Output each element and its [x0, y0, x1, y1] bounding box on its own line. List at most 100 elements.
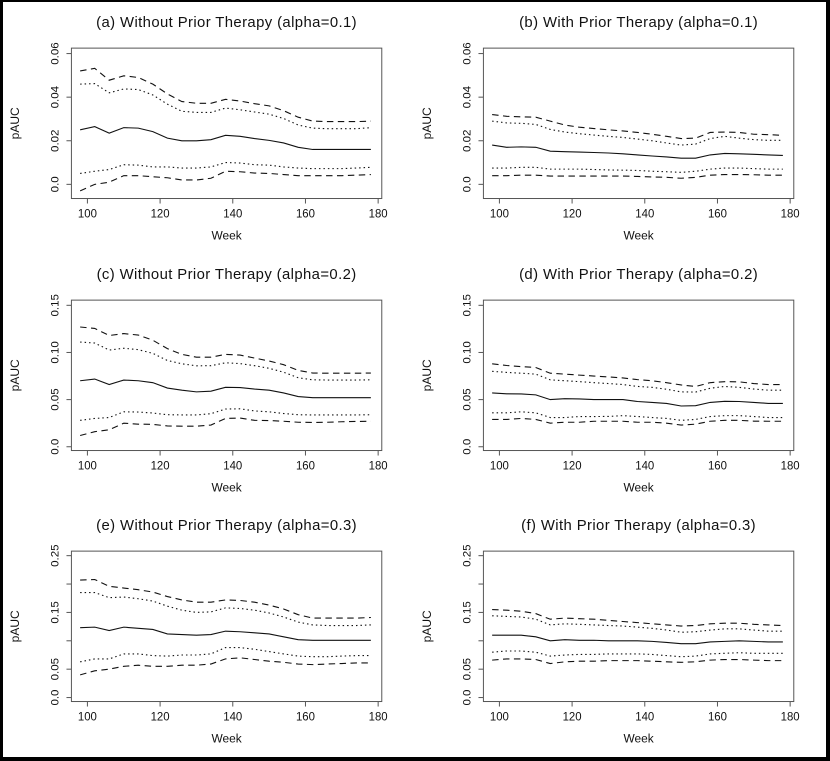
svg-text:0.15: 0.15: [50, 294, 62, 316]
series-point-estimate: [80, 126, 371, 151]
series-lower-outer-band: [491, 173, 783, 179]
svg-text:0.25: 0.25: [50, 545, 62, 567]
series-lower-outer-band: [491, 658, 783, 665]
series-upper-outer-band: [491, 114, 783, 140]
series-lower-outer-band: [80, 417, 371, 436]
svg-text:pAUC: pAUC: [419, 610, 433, 642]
svg-text:0.05: 0.05: [50, 388, 62, 410]
chart-grid: (a) Without Prior Therapy (alpha=0.1) 100…: [3, 2, 826, 757]
svg-text:Week: Week: [212, 480, 242, 494]
series-lower-inner-band: [80, 647, 371, 663]
line-chart-f: (f) With Prior Therapy (alpha=0.3) 100 120…: [419, 517, 799, 746]
svg-text:Week: Week: [212, 732, 242, 746]
svg-text:120: 120: [151, 460, 170, 472]
series-point-estimate: [491, 634, 783, 645]
svg-text:160: 160: [296, 712, 315, 724]
panel-c: (c) Without Prior Therapy (alpha=0.2) 100…: [3, 254, 415, 506]
svg-text:140: 140: [635, 460, 654, 472]
svg-text:(d) With Prior Therapy (alpha=: (d) With Prior Therapy (alpha=0.2): [519, 266, 758, 283]
series-upper-inner-band: [80, 592, 371, 627]
svg-text:120: 120: [562, 712, 581, 724]
svg-text:0.10: 0.10: [461, 341, 473, 363]
line-chart-c: (c) Without Prior Therapy (alpha=0.2) 100…: [8, 266, 388, 495]
svg-text:0.0: 0.0: [461, 690, 473, 706]
svg-text:160: 160: [707, 209, 726, 221]
series-upper-outer-band: [80, 326, 371, 374]
svg-text:180: 180: [780, 209, 799, 221]
svg-text:0.0: 0.0: [50, 176, 62, 192]
svg-text:100: 100: [78, 209, 97, 221]
svg-text:120: 120: [151, 209, 170, 221]
series-upper-outer-band: [80, 67, 371, 123]
svg-text:Week: Week: [623, 480, 653, 494]
svg-text:0.02: 0.02: [50, 130, 62, 152]
panel-d: (d) With Prior Therapy (alpha=0.2) 100 120…: [415, 254, 827, 506]
series-lower-inner-band: [491, 650, 783, 658]
series-point-estimate: [491, 144, 783, 159]
series-lower-outer-band: [491, 417, 783, 426]
svg-text:(c) Without Prior Therapy (alp: (c) Without Prior Therapy (alpha=0.2): [97, 266, 357, 283]
svg-text:0.25: 0.25: [461, 545, 473, 567]
svg-text:120: 120: [151, 712, 170, 724]
series-lower-inner-band: [80, 407, 371, 421]
svg-text:180: 180: [780, 460, 799, 472]
svg-text:pAUC: pAUC: [419, 107, 433, 139]
series-lower-outer-band: [80, 657, 371, 676]
svg-text:100: 100: [78, 460, 97, 472]
series-upper-outer-band: [80, 579, 371, 619]
svg-text:pAUC: pAUC: [419, 359, 433, 391]
svg-text:pAUC: pAUC: [8, 107, 22, 139]
svg-text:0.04: 0.04: [50, 85, 62, 108]
svg-text:0.06: 0.06: [461, 42, 473, 64]
svg-text:180: 180: [369, 209, 388, 221]
svg-text:140: 140: [223, 712, 242, 724]
svg-text:0.05: 0.05: [461, 388, 473, 410]
line-chart-e: (e) Without Prior Therapy (alpha=0.3) 100…: [8, 517, 388, 746]
svg-text:(f) With Prior Therapy (alpha=: (f) With Prior Therapy (alpha=0.3): [521, 517, 756, 534]
svg-text:Week: Week: [212, 229, 242, 243]
svg-text:0.0: 0.0: [461, 176, 473, 192]
svg-text:0.15: 0.15: [461, 294, 473, 316]
series-point-estimate: [491, 392, 783, 407]
series-point-estimate: [80, 626, 371, 642]
svg-text:160: 160: [707, 712, 726, 724]
svg-text:100: 100: [489, 209, 508, 221]
svg-text:Week: Week: [623, 732, 653, 746]
svg-text:0.0: 0.0: [50, 438, 62, 454]
svg-text:pAUC: pAUC: [8, 359, 22, 391]
line-chart-a: (a) Without Prior Therapy (alpha=0.1) 100…: [8, 14, 388, 243]
svg-text:0.10: 0.10: [50, 341, 62, 363]
series-upper-inner-band: [491, 615, 783, 634]
svg-text:0.05: 0.05: [50, 658, 62, 680]
svg-text:0.0: 0.0: [50, 690, 62, 706]
panel-a: (a) Without Prior Therapy (alpha=0.1) 100…: [3, 2, 415, 254]
svg-text:120: 120: [562, 209, 581, 221]
line-chart-b: (b) With Prior Therapy (alpha=0.1) 100 120…: [419, 14, 799, 243]
svg-text:160: 160: [707, 460, 726, 472]
svg-text:pAUC: pAUC: [8, 610, 22, 642]
svg-text:140: 140: [223, 460, 242, 472]
svg-text:(e) Without Prior Therapy (alp: (e) Without Prior Therapy (alpha=0.3): [96, 517, 357, 534]
series-lower-inner-band: [80, 161, 371, 174]
svg-text:0.06: 0.06: [50, 42, 62, 64]
svg-text:140: 140: [635, 712, 654, 724]
svg-text:160: 160: [296, 209, 315, 221]
svg-text:180: 180: [369, 460, 388, 472]
series-upper-inner-band: [491, 370, 783, 393]
svg-text:(a) Without Prior Therapy (alp: (a) Without Prior Therapy (alpha=0.1): [96, 14, 357, 31]
panel-f: (f) With Prior Therapy (alpha=0.3) 100 120…: [415, 505, 827, 757]
svg-text:0.15: 0.15: [50, 602, 62, 624]
svg-text:120: 120: [562, 460, 581, 472]
panel-b: (b) With Prior Therapy (alpha=0.1) 100 120…: [415, 2, 827, 254]
svg-text:0.0: 0.0: [461, 438, 473, 454]
svg-text:180: 180: [369, 712, 388, 724]
line-chart-d: (d) With Prior Therapy (alpha=0.2) 100 120…: [419, 266, 799, 495]
series-point-estimate: [80, 378, 371, 398]
svg-text:140: 140: [223, 209, 242, 221]
svg-text:Week: Week: [623, 229, 653, 243]
svg-text:140: 140: [635, 209, 654, 221]
svg-text:100: 100: [78, 712, 97, 724]
svg-text:0.15: 0.15: [461, 602, 473, 624]
series-upper-inner-band: [80, 341, 371, 381]
